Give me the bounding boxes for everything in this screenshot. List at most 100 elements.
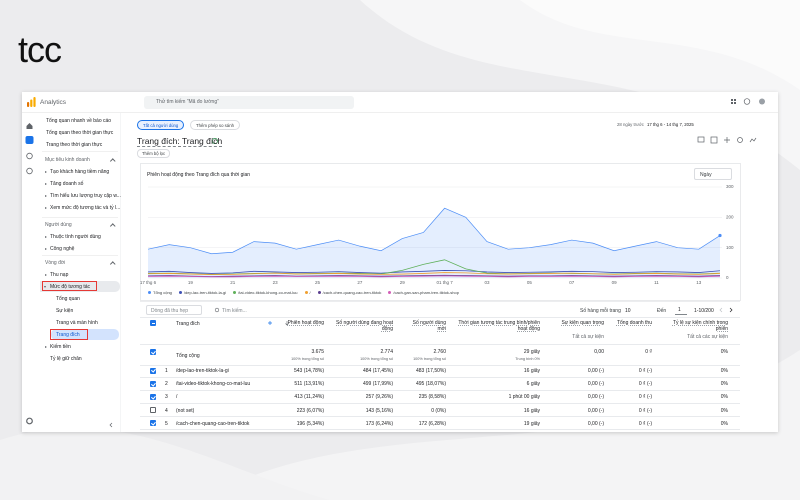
nav-selected [51,329,119,340]
col-header[interactable]: Thời gian tương tác trung bình/phiên hoạ… [458,320,540,332]
legend-item[interactable]: / [304,290,311,295]
row-checkbox[interactable] [150,407,156,414]
nav-item[interactable]: Tăng doanh số [50,181,84,187]
chip[interactable]: Thêm phép so sánh [190,120,240,130]
cell: 0% [720,420,728,427]
nav-item[interactable]: Tìm hiểu lưu lượng truy cập w... [50,193,121,199]
col-header[interactable]: Tỷ lệ sự kiện chính trong phiên [672,320,728,332]
row-line [140,344,740,345]
nav-item[interactable]: Thu nạp [50,272,69,278]
nav-item[interactable]: Công nghệ [50,246,75,252]
legend-item[interactable]: /dep-lao-tren-tiktok-la-gi [178,290,227,295]
highlight-box [42,281,97,291]
search-placeholder: Thử tìm kiếm “Mã đo lường” [156,99,219,105]
row-page[interactable]: (not set) [176,407,195,414]
nav-item[interactable]: Mức độ tương tác [50,284,90,290]
legend-label: /cach-gan-san-pham-tren-tiktok-shop [393,290,459,295]
row-line [140,317,740,318]
table-search[interactable]: Tìm kiếm... [222,307,247,314]
chip[interactable]: Tất cả người dùng [137,120,185,130]
legend-swatch [178,291,182,294]
rows-per-page[interactable]: 10 [625,307,631,314]
legend-swatch [148,291,151,294]
expand-arrow [44,182,47,185]
row-checkbox[interactable] [150,393,156,400]
cell: 413 (11,24%) [294,394,324,401]
legend-label: /cach-chen-quang-cao-tren-tiktok [322,290,382,295]
date-range-label: 28 ngày trước [617,121,644,127]
row-checkbox[interactable] [150,420,156,427]
row-line [140,365,740,366]
cell: 0,00 (-) [587,407,604,414]
cell: 173 (6,24%) [365,420,393,427]
row-line [140,416,740,417]
col-header[interactable]: Số người dùng đang hoạt động [336,320,393,332]
nav-item[interactable]: Xem mức độ tương tác và tỷ l... [50,205,121,211]
nav-item[interactable]: Kiếm tiền [50,344,71,350]
col-header[interactable]: Sự kiện quan trọng [561,320,604,326]
cell: 143 (5,16%) [365,407,393,414]
row-page[interactable]: /cach-chen-quang-cao-tren-tiktok [176,420,250,427]
row-index: 3 [165,394,168,401]
col-header[interactable]: Số người dùng mới [412,320,446,332]
col-header[interactable]: Tổng doanh thu [616,320,652,326]
row-line [140,389,740,391]
date-range[interactable]: 17 thg 6 - 14 thg 7, 2025 [647,121,694,127]
expand-arrow [44,170,47,173]
nav-subitem[interactable]: Trang và màn hình [56,320,98,326]
nav-subitem[interactable]: Tổng quan [56,296,80,302]
legend-label: /dep-lao-tren-tiktok-la-gi [183,290,227,295]
cell: 6 giây [526,381,540,388]
expand-arrow [44,345,47,348]
nav-subitem[interactable]: Sự kiện [56,308,74,314]
row-checkbox[interactable] [150,380,156,387]
goto-input[interactable]: 1 [675,305,687,315]
cell: 0,00 (-) [587,420,604,427]
legend-item[interactable]: /tai-video-tiktok-khong-co-mat-luu [233,290,298,295]
legend-item[interactable]: Tổng cộng [148,290,172,295]
filter-chip[interactable]: Thêm bộ lọc [137,149,171,158]
collapsed-rows[interactable]: Dòng đã thu hẹp [146,305,202,315]
interval-select[interactable]: Ngày [694,168,732,180]
nav-item[interactable]: Tỷ lệ giữ chân [50,356,82,362]
legend-swatch [388,291,392,294]
cell: 1 phút 00 giây [508,394,540,401]
total-label: Tổng cộng [176,353,200,359]
cell: 0% [720,394,728,401]
cell: 483 (17,50%) [415,368,446,374]
total-value: 29 giây [523,348,540,355]
nav-section[interactable]: Vòng đời [45,260,66,266]
legend-swatch [304,291,308,294]
cell: 0% [720,368,728,374]
checkmark [151,322,155,324]
row-checkbox[interactable] [150,367,156,374]
row-page[interactable]: / [176,394,178,401]
nav-item[interactable]: Trang theo thời gian thực [46,142,103,148]
nav-section[interactable]: Người dùng [45,222,72,228]
legend-item[interactable]: /cach-chen-quang-cao-tren-tiktok [317,290,382,295]
nav-item[interactable]: Thuộc tính người dùng [50,234,101,240]
nav-item[interactable]: Tổng quan theo thời gian thực [46,130,114,136]
row-page[interactable]: /dep-lao-tren-tiktok-la-gi [176,368,229,374]
cell: 0 ₫ (-) [638,381,652,388]
nav-item[interactable]: Tổng quan nhanh về báo cáo [46,118,112,124]
select-total[interactable] [150,349,156,355]
nav-section[interactable]: Mục tiêu kinh doanh [45,157,90,163]
legend-item[interactable]: /cach-gan-san-pham-tren-tiktok-shop [388,290,459,295]
total-note: 100% trong tổng số [360,356,393,361]
col-sub[interactable]: Tất cả sự kiện [572,334,604,340]
total-value: 3.675 [311,348,324,355]
col-header[interactable]: Phiên hoạt động [287,320,324,326]
search-box[interactable] [144,95,354,109]
row-page[interactable]: /tai-video-tiktok-khong-co-mat-luu [176,381,251,388]
nav-item[interactable]: Tạo khách hàng tiềm năng [50,169,110,175]
col-sub[interactable]: Tất cả các sự kiện [687,334,728,340]
app-name: Analytics [40,98,67,106]
cell: 0,00 (-) [587,381,604,388]
cell: 0,00 (-) [587,368,604,374]
nav-subitem[interactable]: Trang đích [56,332,80,338]
cell: 0 ₫ (-) [638,368,652,374]
cell: 257 (9,26%) [365,394,393,401]
total-value: 0,00 [594,348,604,355]
cell: 0 (0%) [431,407,446,414]
